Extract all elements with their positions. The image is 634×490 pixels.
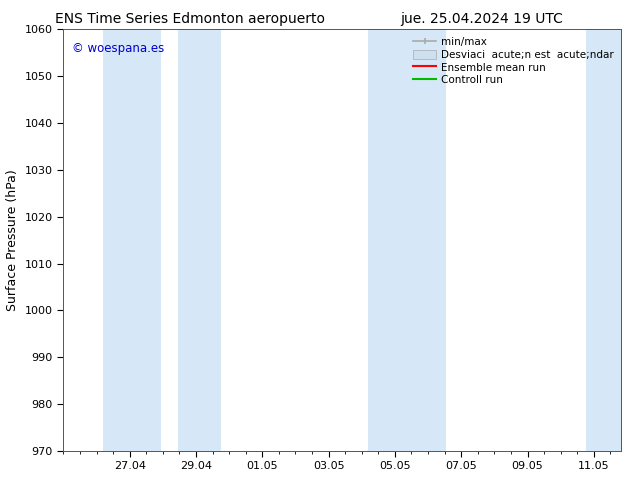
- Bar: [410, 29, 446, 451]
- Text: ENS Time Series Edmonton aeropuerto: ENS Time Series Edmonton aeropuerto: [55, 12, 325, 26]
- Y-axis label: Surface Pressure (hPa): Surface Pressure (hPa): [6, 169, 19, 311]
- Bar: [103, 29, 161, 451]
- Bar: [178, 29, 221, 451]
- Text: © woespana.es: © woespana.es: [72, 42, 164, 55]
- Bar: [368, 29, 410, 451]
- Bar: [586, 29, 621, 451]
- Text: jue. 25.04.2024 19 UTC: jue. 25.04.2024 19 UTC: [401, 12, 563, 26]
- Legend: min/max, Desviaci  acute;n est  acute;ndar, Ensemble mean run, Controll run: min/max, Desviaci acute;n est acute;ndar…: [411, 35, 616, 88]
